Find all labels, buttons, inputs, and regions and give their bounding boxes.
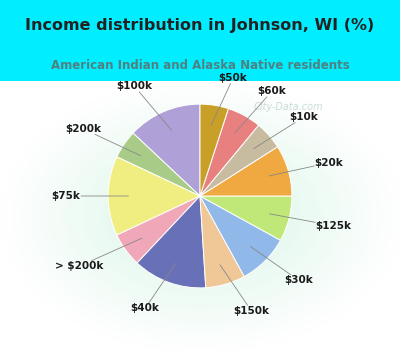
Wedge shape: [200, 108, 258, 196]
Wedge shape: [200, 147, 292, 196]
Text: $20k: $20k: [269, 158, 344, 176]
Wedge shape: [137, 196, 206, 288]
Wedge shape: [200, 196, 244, 288]
Wedge shape: [108, 157, 200, 235]
Text: $100k: $100k: [116, 82, 172, 130]
Wedge shape: [200, 104, 228, 196]
Text: > $200k: > $200k: [55, 238, 142, 271]
Text: $75k: $75k: [52, 191, 128, 201]
Text: $50k: $50k: [211, 73, 248, 125]
Text: $200k: $200k: [65, 124, 141, 156]
Text: $60k: $60k: [234, 86, 286, 133]
Text: $125k: $125k: [270, 214, 352, 231]
Wedge shape: [200, 196, 292, 240]
Text: American Indian and Alaska Native residents: American Indian and Alaska Native reside…: [51, 59, 349, 72]
Wedge shape: [117, 133, 200, 196]
Text: $10k: $10k: [254, 112, 318, 149]
Text: $30k: $30k: [251, 247, 313, 286]
Text: Income distribution in Johnson, WI (%): Income distribution in Johnson, WI (%): [25, 18, 375, 33]
Text: $150k: $150k: [220, 265, 269, 316]
Wedge shape: [200, 196, 280, 276]
Text: City-Data.com: City-Data.com: [253, 103, 323, 112]
Wedge shape: [200, 125, 278, 196]
Wedge shape: [133, 104, 200, 196]
Wedge shape: [117, 196, 200, 263]
Text: $40k: $40k: [131, 264, 176, 313]
